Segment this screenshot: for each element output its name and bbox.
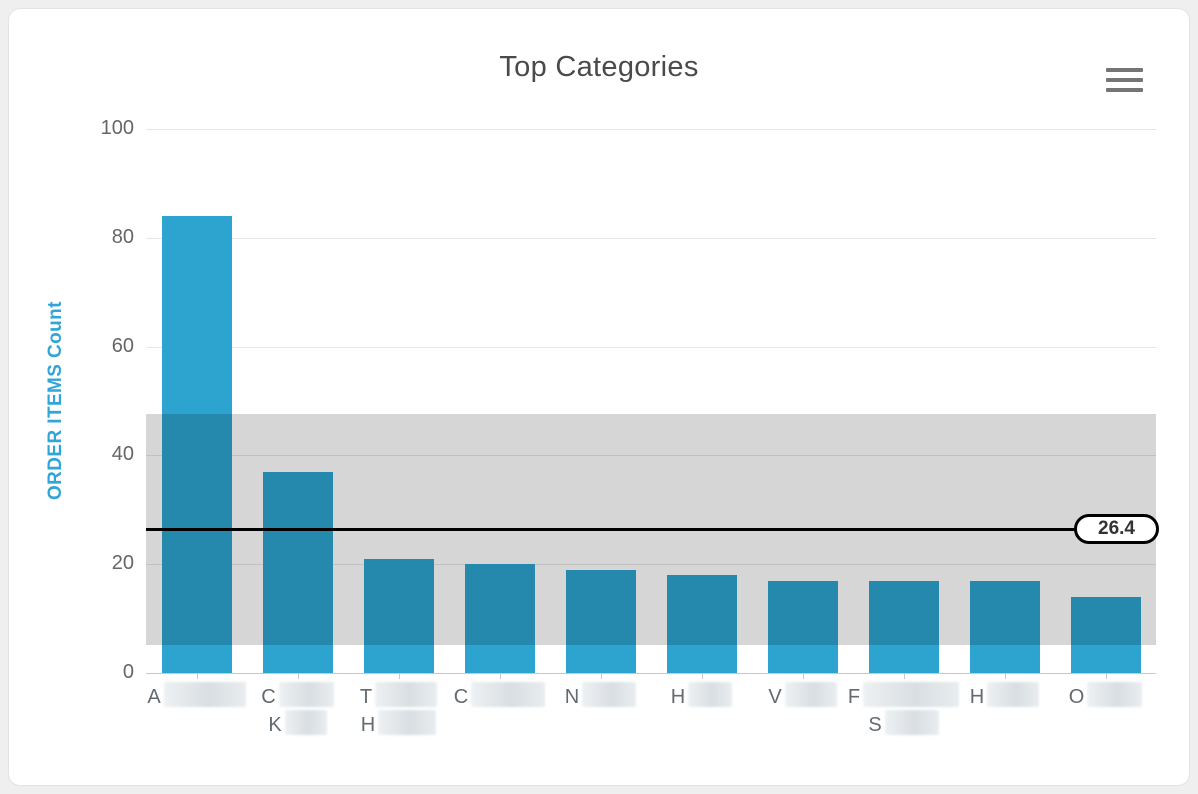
redacted-category-text bbox=[378, 710, 437, 736]
x-tick bbox=[1105, 673, 1107, 679]
x-axis-label-1: A bbox=[107, 682, 287, 711]
x-axis-label-5: N bbox=[511, 682, 691, 711]
x-axis-label-9: H bbox=[915, 682, 1095, 711]
category-initial: H bbox=[670, 686, 686, 708]
redacted-category-text bbox=[471, 682, 546, 708]
category-initial: H bbox=[360, 714, 376, 736]
x-tick bbox=[600, 673, 602, 679]
chart-title: Top Categories bbox=[499, 51, 699, 83]
x-axis-label-7: V bbox=[713, 682, 893, 711]
y-tick-label: 0 bbox=[122, 661, 134, 683]
mean-line-label: 26.4 bbox=[1074, 514, 1159, 545]
category-initial: A bbox=[147, 686, 161, 708]
bar-category-7[interactable] bbox=[767, 580, 838, 673]
y-tick-label: 100 bbox=[100, 117, 134, 139]
y-tick-label: 40 bbox=[111, 443, 134, 466]
bar-category-4[interactable] bbox=[464, 564, 535, 673]
redacted-category-text bbox=[863, 682, 960, 708]
bar-category-1[interactable] bbox=[161, 216, 232, 673]
chart-card: Top Categories ORDER ITEMS Count 0 20 40 60… bbox=[8, 8, 1190, 786]
bar-category-2[interactable] bbox=[262, 471, 333, 673]
x-tick bbox=[398, 673, 400, 679]
x-axis-label-10: O bbox=[1016, 682, 1196, 711]
bar-category-3[interactable] bbox=[363, 558, 434, 673]
gridline-y40 bbox=[146, 455, 1156, 457]
bar-category-8[interactable] bbox=[868, 580, 939, 673]
redacted-category-text bbox=[784, 682, 837, 708]
x-tick bbox=[499, 673, 501, 679]
category-initial: C bbox=[261, 686, 276, 708]
x-tick bbox=[701, 673, 703, 679]
bar-category-9[interactable] bbox=[969, 580, 1040, 673]
category-initial: C bbox=[453, 686, 469, 708]
redacted-category-text bbox=[278, 682, 334, 708]
x-axis-label-6: H bbox=[612, 682, 792, 711]
bar-category-10[interactable] bbox=[1070, 596, 1141, 673]
category-initial: F bbox=[847, 686, 861, 708]
x-tick bbox=[903, 673, 905, 679]
category-initial: N bbox=[564, 686, 580, 708]
category-initial: H bbox=[969, 686, 985, 708]
gridline-y100 bbox=[146, 129, 1156, 130]
x-tick bbox=[1004, 673, 1006, 679]
bar-category-5[interactable] bbox=[565, 569, 636, 673]
y-axis-title: ORDER ITEMS Count bbox=[45, 301, 66, 501]
x-axis-line bbox=[146, 673, 1156, 674]
category-initial: K bbox=[268, 714, 282, 736]
x-axis-label-4: C bbox=[410, 682, 590, 711]
chart-context-menu-button[interactable] bbox=[1106, 59, 1150, 101]
redacted-category-text bbox=[987, 682, 1040, 708]
redacted-category-text bbox=[163, 682, 246, 708]
y-tick-label: 60 bbox=[111, 334, 134, 357]
gridline-y20 bbox=[146, 564, 1156, 566]
redacted-category-text bbox=[884, 710, 939, 736]
redacted-category-text bbox=[375, 682, 438, 708]
bar-category-6[interactable] bbox=[666, 575, 737, 673]
x-tick bbox=[802, 673, 804, 679]
gridline-y60 bbox=[146, 346, 1156, 348]
redacted-category-text bbox=[284, 710, 327, 736]
category-initial: O bbox=[1068, 686, 1085, 708]
redacted-category-text bbox=[582, 682, 637, 708]
category-initial: T bbox=[359, 686, 373, 708]
y-tick-label: 20 bbox=[111, 552, 134, 575]
redacted-category-text bbox=[688, 682, 733, 708]
x-tick bbox=[196, 673, 198, 679]
plot-area: 26.4 bbox=[146, 129, 1159, 679]
y-tick-label: 80 bbox=[111, 225, 134, 248]
category-initial: S bbox=[868, 714, 882, 736]
category-initial: V bbox=[768, 686, 782, 708]
x-tick bbox=[297, 673, 299, 679]
gridline-y80 bbox=[146, 237, 1156, 239]
redacted-category-text bbox=[1087, 682, 1143, 708]
